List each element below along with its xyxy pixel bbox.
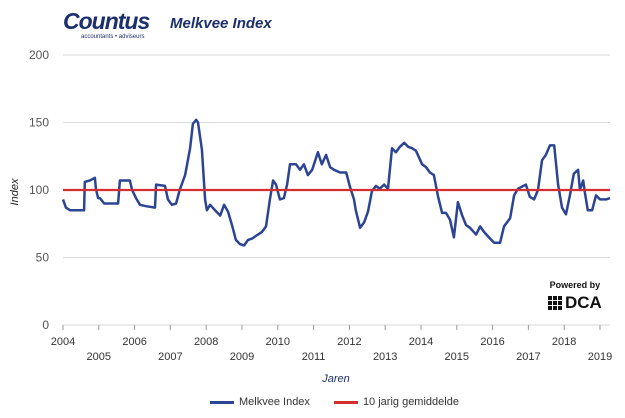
x-axis-title: Jaren (321, 373, 350, 385)
x-tick-label: 2006 (122, 336, 146, 348)
x-tick-label: 2016 (480, 336, 504, 348)
y-tick-label: 50 (36, 251, 50, 265)
x-tick-label: 2012 (337, 336, 361, 348)
y-tick-label: 150 (29, 116, 49, 130)
legend-label-average[interactable]: 10 jarig gemiddelde (362, 396, 459, 408)
x-tick-label: 2005 (87, 351, 111, 363)
series-line-melkvee-index (61, 118, 611, 247)
legend-label-melkvee[interactable]: Melkvee Index (239, 396, 310, 408)
x-tick-label: 2018 (552, 336, 576, 348)
dca-grid-icon (548, 295, 562, 310)
logo-text: Countus (63, 8, 150, 34)
y-tick-label: 200 (29, 48, 49, 62)
y-tick-label: 100 (29, 183, 49, 197)
logo-subtext: accountants • adviseurs (81, 34, 145, 40)
y-tick-label: 0 (42, 318, 49, 332)
x-tick-label: 2011 (302, 351, 326, 363)
x-tick-label: 2015 (445, 351, 469, 363)
y-axis-title: Index (9, 178, 21, 205)
chart-legend: Melkvee Index 10 jarig gemiddelde (210, 396, 459, 409)
x-tick-label: 2004 (51, 336, 75, 348)
legend-swatch-average (333, 401, 358, 404)
x-tick-label: 2013 (373, 351, 397, 363)
powered-by-label: Powered by (549, 280, 601, 290)
legend-swatch-melkvee (210, 401, 234, 404)
x-tick-label: 2010 (266, 336, 290, 348)
x-tick-label: 2007 (158, 351, 182, 363)
x-tick-label: 2009 (230, 351, 254, 363)
x-tick-label: 2014 (409, 336, 433, 348)
x-tick-label: 2008 (194, 336, 218, 348)
x-tick-label: 2019 (588, 351, 612, 363)
chart-title: Melkvee Index (170, 15, 272, 32)
dca-brand: DCA (565, 293, 602, 312)
x-tick-label: 2017 (516, 351, 540, 363)
powered-by-dca: Powered by DCA (548, 280, 602, 312)
countus-logo: Countus accountants • adviseurs (63, 8, 150, 41)
